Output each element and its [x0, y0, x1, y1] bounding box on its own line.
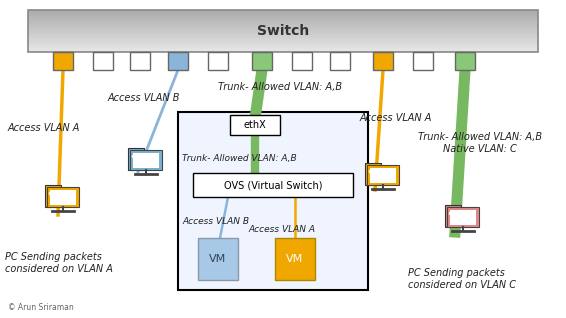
Bar — [50, 190, 76, 204]
Bar — [28, 45, 538, 46]
Bar — [28, 25, 538, 27]
Bar — [445, 205, 461, 227]
Bar — [208, 52, 228, 70]
Bar — [413, 52, 433, 70]
Bar — [28, 19, 538, 21]
Bar — [93, 52, 113, 70]
Text: Trunk- Allowed VLAN: A,B: Trunk- Allowed VLAN: A,B — [182, 154, 297, 162]
Bar — [128, 148, 144, 170]
Text: Switch: Switch — [257, 24, 309, 38]
Text: Trunk- Allowed VLAN: A,B: Trunk- Allowed VLAN: A,B — [218, 82, 342, 92]
Bar — [28, 42, 538, 44]
Bar — [28, 36, 538, 38]
Bar — [28, 49, 538, 51]
Bar — [130, 52, 150, 70]
Bar — [198, 238, 238, 280]
Bar — [53, 52, 73, 70]
Bar — [450, 210, 476, 225]
Bar — [447, 207, 479, 227]
Bar — [28, 39, 538, 41]
Bar — [28, 29, 538, 31]
Bar — [28, 50, 538, 52]
Bar — [28, 47, 538, 49]
Bar — [28, 21, 538, 23]
Bar — [28, 33, 538, 35]
Bar — [292, 52, 312, 70]
Text: Access VLAN A: Access VLAN A — [248, 225, 315, 234]
Bar — [28, 31, 538, 32]
Bar — [28, 40, 538, 42]
Text: PC Sending packets
considered on VLAN A: PC Sending packets considered on VLAN A — [5, 252, 113, 273]
Bar — [252, 52, 272, 70]
Bar — [28, 28, 538, 30]
Bar — [28, 43, 538, 45]
Bar — [28, 11, 538, 13]
Bar — [133, 153, 159, 168]
Bar — [28, 17, 538, 18]
Text: Access VLAN B: Access VLAN B — [182, 218, 249, 226]
Text: Trunk- Allowed VLAN: A,B
Native VLAN: C: Trunk- Allowed VLAN: A,B Native VLAN: C — [418, 132, 542, 154]
Text: Access VLAN B: Access VLAN B — [108, 93, 181, 103]
Text: OVS (Virtual Switch): OVS (Virtual Switch) — [224, 180, 322, 190]
Bar — [28, 12, 538, 14]
Text: VM: VM — [286, 254, 303, 264]
Bar — [367, 165, 399, 185]
Bar — [193, 173, 353, 197]
Text: Access VLAN A: Access VLAN A — [360, 113, 432, 123]
Bar — [178, 112, 368, 290]
Bar — [373, 52, 393, 70]
Text: VM: VM — [209, 254, 226, 264]
Bar — [370, 168, 396, 183]
Bar — [130, 150, 162, 170]
Bar — [28, 10, 538, 52]
Bar — [28, 24, 538, 25]
Bar — [28, 10, 538, 11]
Bar — [275, 238, 315, 280]
Bar — [28, 26, 538, 28]
Bar — [28, 46, 538, 48]
Bar — [28, 22, 538, 24]
Bar — [455, 52, 475, 70]
Bar — [28, 15, 538, 17]
Bar — [28, 38, 538, 39]
Bar — [230, 115, 280, 135]
Bar — [330, 52, 350, 70]
Bar — [28, 32, 538, 34]
Text: ethX: ethX — [243, 120, 267, 130]
Text: © Arun Sriraman: © Arun Sriraman — [8, 303, 74, 313]
Bar — [28, 18, 538, 20]
Bar — [47, 187, 79, 207]
Bar — [45, 185, 61, 207]
Bar — [168, 52, 188, 70]
Text: PC Sending packets
considered on VLAN C: PC Sending packets considered on VLAN C — [408, 268, 516, 290]
Bar — [365, 163, 381, 185]
Bar — [28, 35, 538, 37]
Bar — [28, 14, 538, 16]
Text: Access VLAN A: Access VLAN A — [8, 123, 80, 133]
